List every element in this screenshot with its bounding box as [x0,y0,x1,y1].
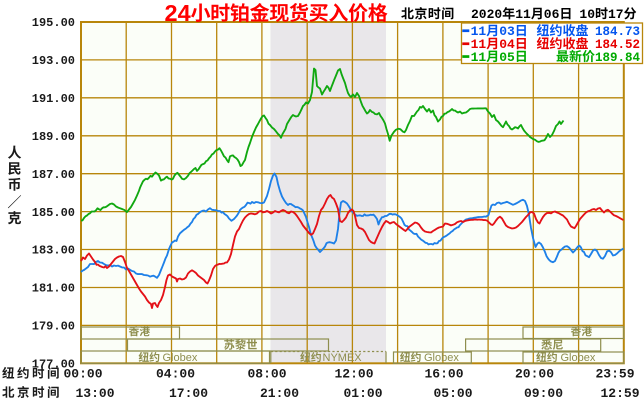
svg-text:05:00: 05:00 [434,386,473,401]
svg-text:01:00: 01:00 [344,386,383,401]
svg-text:24: 24 [165,0,191,26]
svg-text:Globex: Globex [424,352,459,364]
svg-text:11: 11 [515,7,531,22]
svg-text:17: 17 [608,7,624,22]
svg-text:08:00: 08:00 [248,367,287,382]
svg-text:2020: 2020 [471,7,502,22]
svg-text:04: 04 [499,37,515,52]
svg-text:193.00: 193.00 [32,54,75,68]
svg-text:21:00: 21:00 [260,386,299,401]
svg-text:191.00: 191.00 [32,92,75,106]
svg-text:17:00: 17:00 [169,386,208,401]
svg-text:189.00: 189.00 [32,130,75,144]
svg-text:16:00: 16:00 [425,367,464,382]
svg-text:181.00: 181.00 [32,282,75,296]
svg-text:185.00: 185.00 [32,206,75,220]
svg-text:13:00: 13:00 [76,386,115,401]
svg-text:187.00: 187.00 [32,168,75,182]
svg-text:20:00: 20:00 [515,367,554,382]
svg-text:184.52: 184.52 [595,38,640,52]
svg-text:03: 03 [499,24,515,39]
svg-text:00:00: 00:00 [64,367,103,382]
svg-text:04:00: 04:00 [156,367,195,382]
svg-text:Globex: Globex [163,352,198,364]
svg-text:10: 10 [579,7,595,22]
svg-text:11: 11 [471,24,487,39]
svg-text:05: 05 [499,50,515,65]
svg-text:12:00: 12:00 [335,367,374,382]
svg-text:06: 06 [544,7,560,22]
svg-text:195.00: 195.00 [32,16,75,30]
svg-text:179.00: 179.00 [32,320,75,334]
svg-text:11: 11 [471,50,487,65]
svg-text:184.73: 184.73 [595,25,640,39]
svg-text:NYMEX: NYMEX [323,352,363,364]
svg-text:11: 11 [471,37,487,52]
svg-text:12:59: 12:59 [601,386,640,401]
svg-text:183.00: 183.00 [32,244,75,258]
svg-text:Globex: Globex [561,352,596,364]
svg-text:23:59: 23:59 [596,367,635,382]
svg-text:09:00: 09:00 [524,386,563,401]
svg-text:189.84: 189.84 [595,51,641,65]
